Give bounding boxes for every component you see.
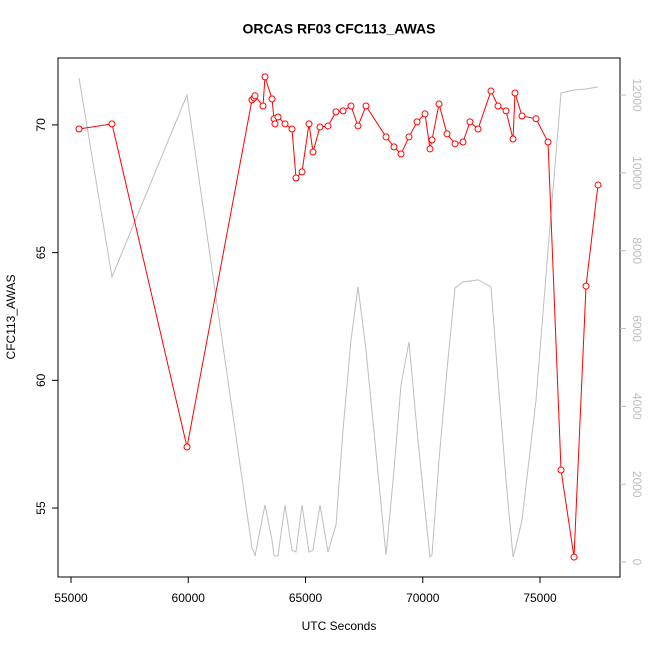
data-point (274, 113, 282, 121)
plot-frame (57, 57, 621, 578)
data-point (362, 102, 370, 110)
data-point (413, 118, 421, 126)
data-point (309, 148, 317, 156)
data-point (281, 120, 289, 128)
data-point (509, 135, 517, 143)
data-point (261, 73, 269, 81)
data-point (183, 443, 191, 451)
data-point (292, 174, 300, 182)
data-point (544, 138, 552, 146)
data-point (259, 102, 267, 110)
x-tick-label: 65000 (289, 591, 323, 605)
data-point (347, 102, 355, 110)
data-point (271, 120, 279, 128)
data-point (339, 107, 347, 115)
y2-tick-label: 10000 (630, 156, 644, 190)
data-point (443, 130, 451, 138)
x-tick-label: 75000 (523, 591, 557, 605)
data-point (397, 150, 405, 158)
series-line (78, 77, 599, 559)
data-point (428, 136, 436, 144)
y-tick-label: 70 (34, 118, 48, 132)
data-point (502, 107, 510, 115)
chart-title: ORCAS RF03 CFC113_AWAS (243, 21, 436, 37)
data-point (459, 138, 467, 146)
data-point (421, 110, 429, 118)
y-tick-label: 55 (34, 501, 48, 515)
y2-tick-label: 6000 (630, 315, 644, 342)
data-point (582, 282, 590, 290)
data-point (532, 115, 540, 123)
data-point (108, 120, 116, 128)
y2-tick-label: 2000 (630, 471, 644, 498)
data-point (405, 133, 413, 141)
data-point (594, 181, 602, 189)
data-point (557, 466, 565, 474)
data-point (316, 123, 324, 131)
y2-tick-label: 0 (630, 559, 644, 566)
data-point (75, 125, 83, 133)
y-tick-label: 60 (34, 373, 48, 387)
y2-tick-label: 12000 (630, 78, 644, 112)
data-point (382, 133, 390, 141)
data-point (268, 95, 276, 103)
x-axis-label: UTC Seconds (302, 619, 377, 633)
data-point (305, 120, 313, 128)
x-tick-label: 60000 (172, 591, 206, 605)
data-point (288, 125, 296, 133)
data-point (354, 122, 362, 130)
data-point (324, 122, 332, 130)
data-point (390, 143, 398, 151)
data-point (511, 89, 519, 97)
data-point (474, 125, 482, 133)
data-point (466, 118, 474, 126)
data-point (426, 145, 434, 153)
x-tick-label: 55000 (54, 591, 88, 605)
data-point (487, 87, 495, 95)
data-point (435, 100, 443, 108)
data-point (518, 112, 526, 120)
data-point (494, 102, 502, 110)
data-point (570, 553, 578, 561)
data-point (251, 92, 259, 100)
data-point (451, 140, 459, 148)
y2-tick-label: 4000 (630, 393, 644, 420)
data-point (298, 168, 306, 176)
y-tick-label: 65 (34, 246, 48, 260)
x-tick-label: 70000 (406, 591, 440, 605)
y2-tick-label: 8000 (630, 237, 644, 264)
data-point (332, 108, 340, 116)
y-axis-label: CFC113_AWAS (4, 275, 18, 360)
